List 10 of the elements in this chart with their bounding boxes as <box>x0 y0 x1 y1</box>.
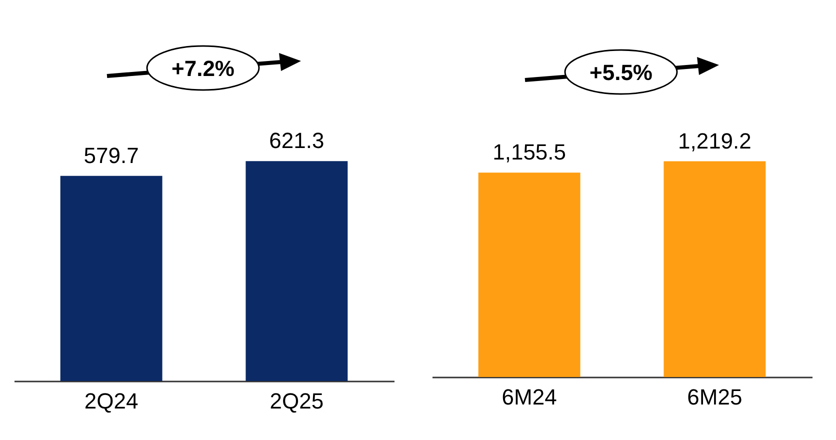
x-tick-label: 2Q25 <box>270 388 324 414</box>
data-label: 1,219.2 <box>678 128 752 154</box>
text: +5.5% <box>590 60 652 86</box>
data-label: 1,155.5 <box>492 140 566 165</box>
text: +7.2% <box>172 56 234 82</box>
x-tick-label: 2Q24 <box>84 388 138 414</box>
data-label: 579.7 <box>84 142 139 168</box>
x-tick-label: 6M25 <box>687 384 742 410</box>
x-tick-label: 6M24 <box>502 384 557 410</box>
data-label: 621.3 <box>269 128 324 154</box>
